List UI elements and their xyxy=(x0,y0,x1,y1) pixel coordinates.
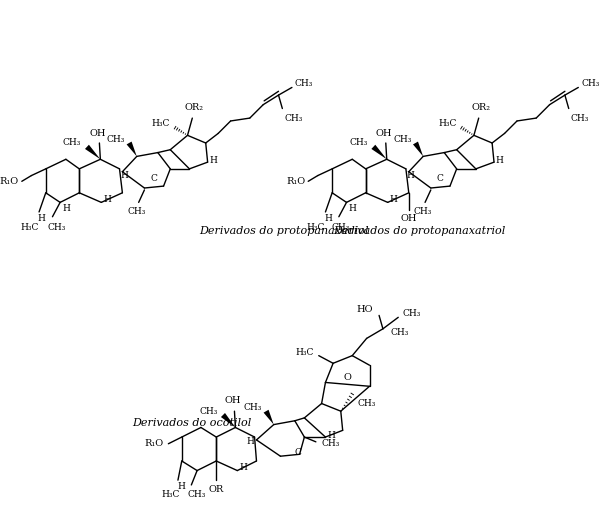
Text: CH₃: CH₃ xyxy=(322,439,340,448)
Polygon shape xyxy=(221,413,235,427)
Text: H: H xyxy=(324,214,332,223)
Text: OH: OH xyxy=(224,397,241,405)
Text: OR₂: OR₂ xyxy=(471,103,490,112)
Text: H: H xyxy=(178,482,186,491)
Polygon shape xyxy=(85,145,101,159)
Text: H₃C: H₃C xyxy=(438,120,456,128)
Text: H: H xyxy=(407,171,415,180)
Text: C: C xyxy=(437,174,444,183)
Text: CH₃: CH₃ xyxy=(107,135,125,144)
Text: H₃C: H₃C xyxy=(161,490,180,499)
Text: R₁O: R₁O xyxy=(0,177,19,186)
Text: H₃C: H₃C xyxy=(295,348,314,357)
Text: H₃C: H₃C xyxy=(20,224,39,232)
Polygon shape xyxy=(264,410,274,425)
Polygon shape xyxy=(371,145,387,159)
Text: CH₃: CH₃ xyxy=(47,224,65,232)
Text: H: H xyxy=(120,171,128,180)
Text: CH₃: CH₃ xyxy=(402,309,420,318)
Text: H: H xyxy=(496,156,504,165)
Text: CH₃: CH₃ xyxy=(63,139,81,148)
Text: H: H xyxy=(389,195,398,204)
Text: H: H xyxy=(239,463,247,472)
Text: CH₃: CH₃ xyxy=(332,224,350,232)
Text: CH₃: CH₃ xyxy=(571,114,589,123)
Polygon shape xyxy=(413,142,423,156)
Text: OH: OH xyxy=(376,129,392,138)
Polygon shape xyxy=(126,142,137,156)
Text: CH₃: CH₃ xyxy=(188,490,206,499)
Text: CH₃: CH₃ xyxy=(244,403,262,412)
Text: C: C xyxy=(150,174,158,183)
Text: Derivados do ocotilol: Derivados do ocotilol xyxy=(132,418,251,428)
Text: H: H xyxy=(247,438,255,446)
Text: CH₃: CH₃ xyxy=(285,114,302,123)
Text: OR₂: OR₂ xyxy=(184,103,204,112)
Text: HO: HO xyxy=(357,305,373,314)
Text: CH₃: CH₃ xyxy=(357,399,376,408)
Text: CH₃: CH₃ xyxy=(295,79,313,88)
Text: OH: OH xyxy=(89,129,106,138)
Text: CH₃: CH₃ xyxy=(414,207,432,216)
Text: CH₃: CH₃ xyxy=(200,407,218,416)
Text: H₃C: H₃C xyxy=(307,224,325,232)
Text: CH₃: CH₃ xyxy=(128,207,146,216)
Text: R₁O: R₁O xyxy=(144,439,164,448)
Text: H: H xyxy=(38,214,46,223)
Text: CH₃: CH₃ xyxy=(394,135,412,144)
Text: C: C xyxy=(294,448,301,457)
Text: H: H xyxy=(210,156,217,165)
Text: H: H xyxy=(328,430,335,440)
Text: OH: OH xyxy=(401,214,417,223)
Text: Derivados do protopanaxadiol: Derivados do protopanaxadiol xyxy=(199,226,368,236)
Text: H₃C: H₃C xyxy=(152,120,170,128)
Text: OR: OR xyxy=(208,485,224,494)
Text: CH₃: CH₃ xyxy=(349,139,368,148)
Text: H: H xyxy=(349,204,356,213)
Text: CH₃: CH₃ xyxy=(391,328,409,337)
Text: O: O xyxy=(344,373,352,382)
Text: CH₃: CH₃ xyxy=(581,79,599,88)
Text: H: H xyxy=(62,204,70,213)
Text: Derivados do protopanaxatriol: Derivados do protopanaxatriol xyxy=(333,226,506,236)
Text: H: H xyxy=(103,195,111,204)
Text: R₁O: R₁O xyxy=(286,177,305,186)
